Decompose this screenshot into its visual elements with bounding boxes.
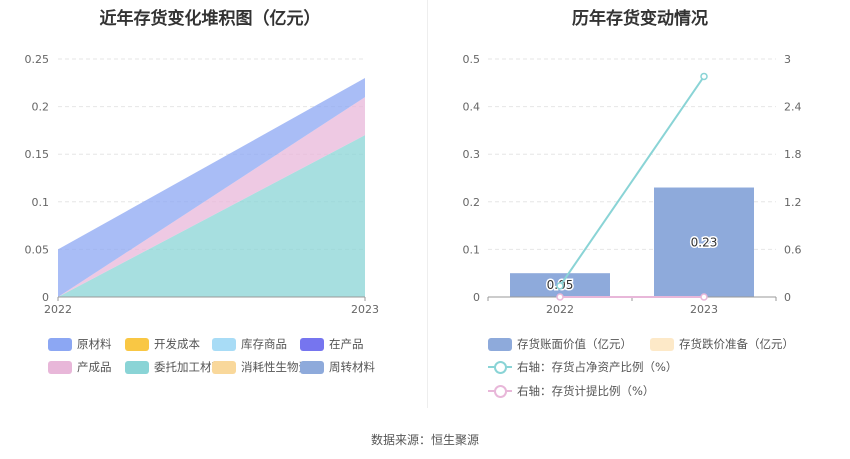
legend-swatch: [48, 337, 72, 351]
legend-item[interactable]: 存货账面价值（亿元）: [488, 336, 632, 352]
right-chart-title: 历年存货变动情况: [572, 9, 708, 29]
legend-swatch: [48, 360, 72, 374]
right-y-tick-label: 0: [473, 291, 480, 304]
legend-swatch: [125, 337, 149, 351]
right-x-tick-label: 2022: [546, 303, 574, 316]
legend-item[interactable]: 开发成本: [125, 336, 200, 352]
legend-swatch: [488, 384, 512, 398]
legend-swatch: [488, 337, 512, 351]
right-y-tick-label: 0.3: [463, 148, 481, 161]
area-产成品: [58, 97, 365, 297]
legend-label: 存货跌价准备（亿元）: [679, 337, 794, 351]
left-y-tick-label: 0.05: [25, 243, 50, 256]
left-chart-title: 近年存货变化堆积图（亿元）: [99, 9, 321, 29]
right-y-tick-label: 0.2: [463, 196, 481, 209]
legend-item[interactable]: 产成品: [48, 359, 112, 375]
right-y-tick-label: 0.4: [463, 101, 481, 114]
left-x-tick-label: 2022: [44, 303, 72, 316]
legend-label: 右轴：存货占净资产比例（%）: [517, 360, 678, 374]
legend-item[interactable]: 委托加工材料: [125, 359, 223, 375]
bar-data-label: 0.23: [691, 235, 718, 249]
legend-label: 存货账面价值（亿元）: [517, 337, 632, 351]
left-y-tick-label: 0.1: [32, 196, 50, 209]
right-y2-tick-label: 3: [784, 53, 791, 66]
legend-label: 开发成本: [154, 337, 200, 351]
legend-label: 库存商品: [241, 337, 287, 351]
legend-label: 右轴：存货计提比例（%）: [517, 384, 655, 398]
legend-label: 委托加工材料: [154, 360, 223, 374]
right-y2-tick-label: 0.6: [784, 243, 802, 256]
legend-swatch: [650, 337, 674, 351]
right-y2-tick-label: 2.4: [784, 101, 802, 114]
line-point: [556, 293, 564, 301]
line-point: [700, 293, 708, 301]
line-右轴：存货占净资产比例（%）: [559, 75, 705, 287]
right-y2-tick-label: 0: [784, 291, 791, 304]
right-y2-tick-label: 1.2: [784, 196, 802, 209]
right-y2-tick-label: 1.8: [784, 148, 802, 161]
legend-label: 产成品: [77, 360, 112, 374]
left-x-tick-label: 2023: [351, 303, 379, 316]
legend-label: 原材料: [77, 337, 112, 351]
legend-item[interactable]: 存货跌价准备（亿元）: [650, 336, 794, 352]
legend-item[interactable]: 原材料: [48, 336, 112, 352]
legend-item[interactable]: 在产品: [300, 336, 364, 352]
data-source-footer: 数据来源：恒生聚源: [370, 433, 479, 447]
legend-label: 在产品: [329, 337, 364, 351]
left-y-tick-label: 0.25: [25, 53, 50, 66]
left-y-tick-label: 0.15: [25, 148, 50, 161]
legend-item[interactable]: 右轴：存货占净资产比例（%）: [488, 359, 677, 375]
legend-swatch: [300, 337, 324, 351]
right-y-tick-label: 0.1: [463, 243, 481, 256]
left-y-tick-label: 0: [42, 291, 49, 304]
line-point: [556, 282, 564, 290]
legend-label: 周转材料: [329, 360, 375, 374]
right-x-tick-label: 2023: [690, 303, 718, 316]
line-point: [700, 72, 708, 81]
legend-item[interactable]: 周转材料: [300, 359, 375, 375]
left-y-tick-label: 0.2: [32, 101, 50, 114]
legend-swatch: [300, 360, 324, 374]
legend-item[interactable]: 库存商品: [212, 336, 287, 352]
area-原材料: [58, 78, 365, 297]
bar-inventory-value: [654, 187, 754, 297]
legend-swatch: [212, 337, 236, 351]
legend-swatch: [212, 360, 236, 374]
legend-swatch: [488, 360, 512, 374]
right-y-tick-label: 0.5: [463, 53, 481, 66]
panel-divider: [427, 0, 428, 408]
legend-item[interactable]: 右轴：存货计提比例（%）: [488, 383, 654, 399]
legend-swatch: [125, 360, 149, 374]
